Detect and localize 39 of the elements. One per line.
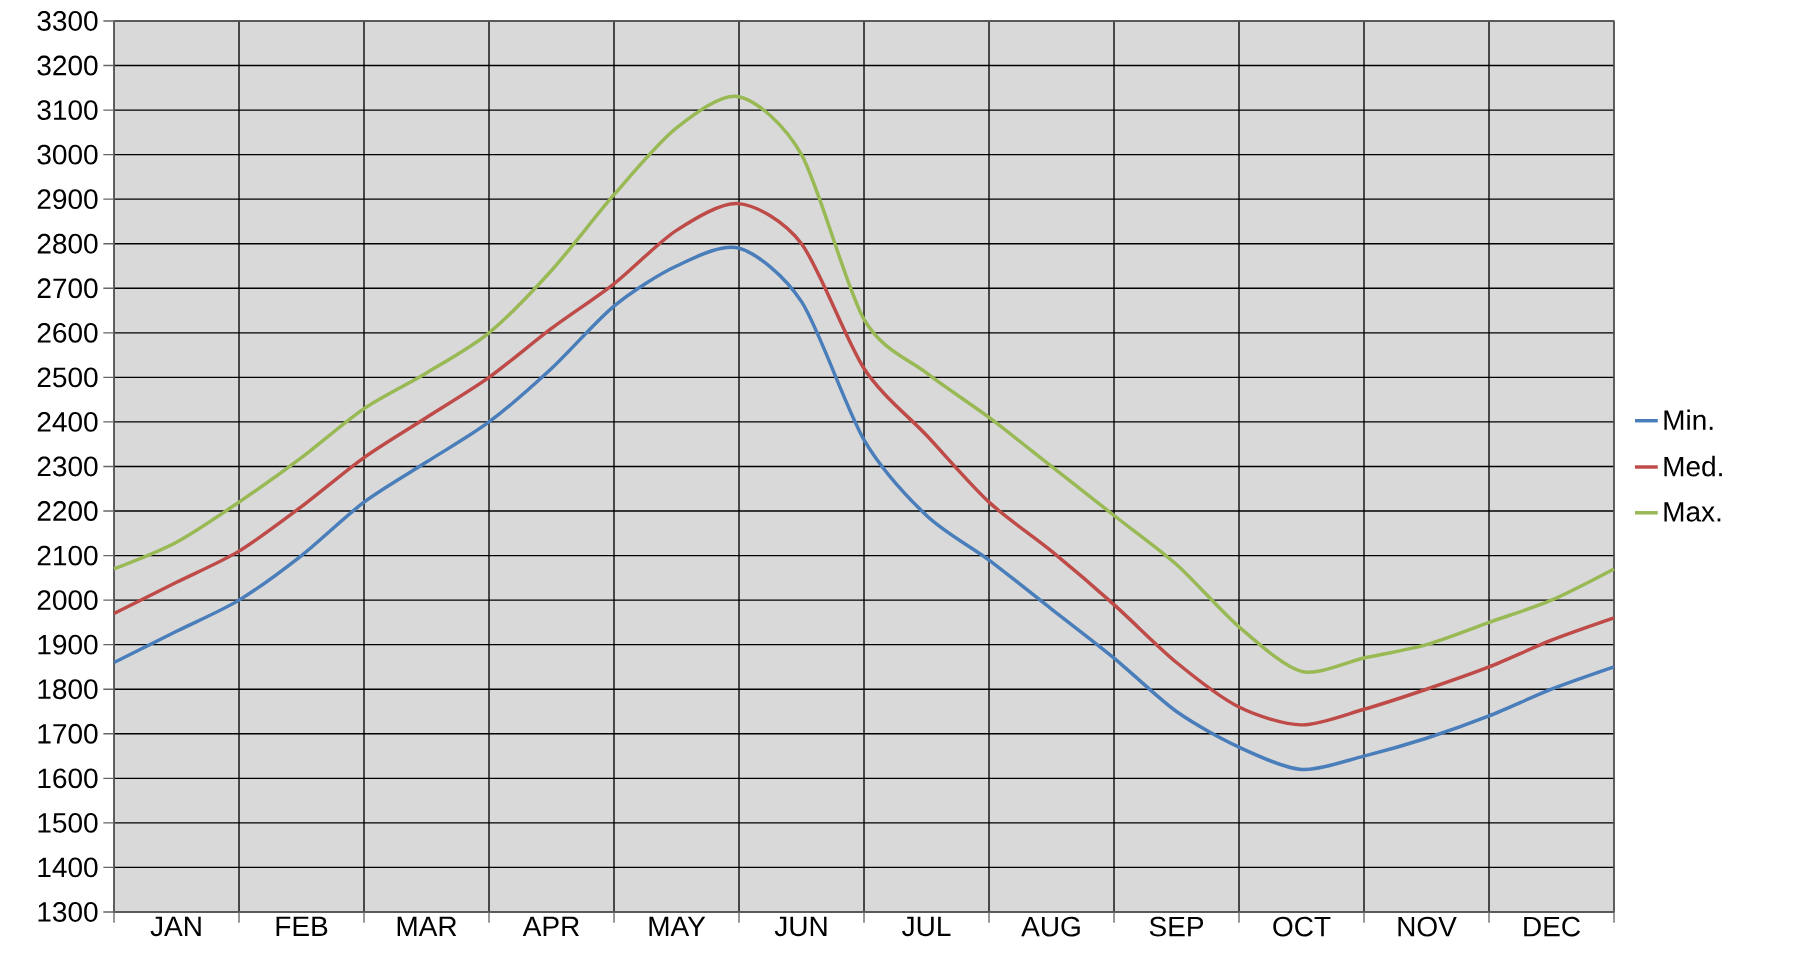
x-tick-label: FEB xyxy=(276,916,328,936)
y-tick-label: 1400 xyxy=(38,857,98,878)
x-tick-label: OCT xyxy=(1273,916,1331,937)
y-tick-label: 1300 xyxy=(38,902,98,922)
line-series xyxy=(112,245,1616,772)
x-tick-label: JAN xyxy=(150,916,201,937)
y-tick-label: 1700 xyxy=(38,723,98,744)
x-tick-label: APR xyxy=(522,916,579,936)
y-tick-label: 2000 xyxy=(37,590,98,611)
x-tick-label: MAY xyxy=(649,916,706,936)
y-tick-label: 3200 xyxy=(37,55,98,76)
y-tick-label: 2500 xyxy=(37,367,98,388)
y-tick-label: 3300 xyxy=(37,11,98,31)
x-tick-label: DEC xyxy=(1524,916,1580,937)
y-tick-label: 1900 xyxy=(38,634,98,655)
y-tick-label: 1600 xyxy=(38,768,98,789)
y-tick-label: 1800 xyxy=(38,679,98,700)
y-tick-label: 3100 xyxy=(37,100,98,120)
x-tick-label: JUL xyxy=(902,916,951,937)
y-tick-label: 2600 xyxy=(37,322,98,343)
y-tick-label: 2800 xyxy=(37,233,98,254)
y-tick-label: 2100 xyxy=(37,545,98,566)
y-tick-label: 2700 xyxy=(37,278,98,299)
y-tick-label: 1500 xyxy=(38,812,98,833)
x-tick-label: SEP xyxy=(1149,916,1204,937)
legend-label: Min. xyxy=(1664,409,1713,430)
legend-label: Med. xyxy=(1664,455,1722,477)
y-tick-label: 2300 xyxy=(37,456,98,477)
line-series xyxy=(112,201,1616,727)
x-tick-label: JUN xyxy=(774,916,827,937)
x-tick-label: MAR xyxy=(397,916,457,936)
y-tick-label: 2200 xyxy=(37,501,98,521)
x-tick-label: AUG xyxy=(1021,916,1080,937)
x-tick-label: NOV xyxy=(1398,916,1457,937)
y-tick-label: 2900 xyxy=(37,189,98,210)
y-tick-label: 2400 xyxy=(37,412,98,432)
legend-label: Max. xyxy=(1664,502,1721,522)
line-series xyxy=(112,94,1616,674)
y-tick-label: 3000 xyxy=(37,144,98,165)
